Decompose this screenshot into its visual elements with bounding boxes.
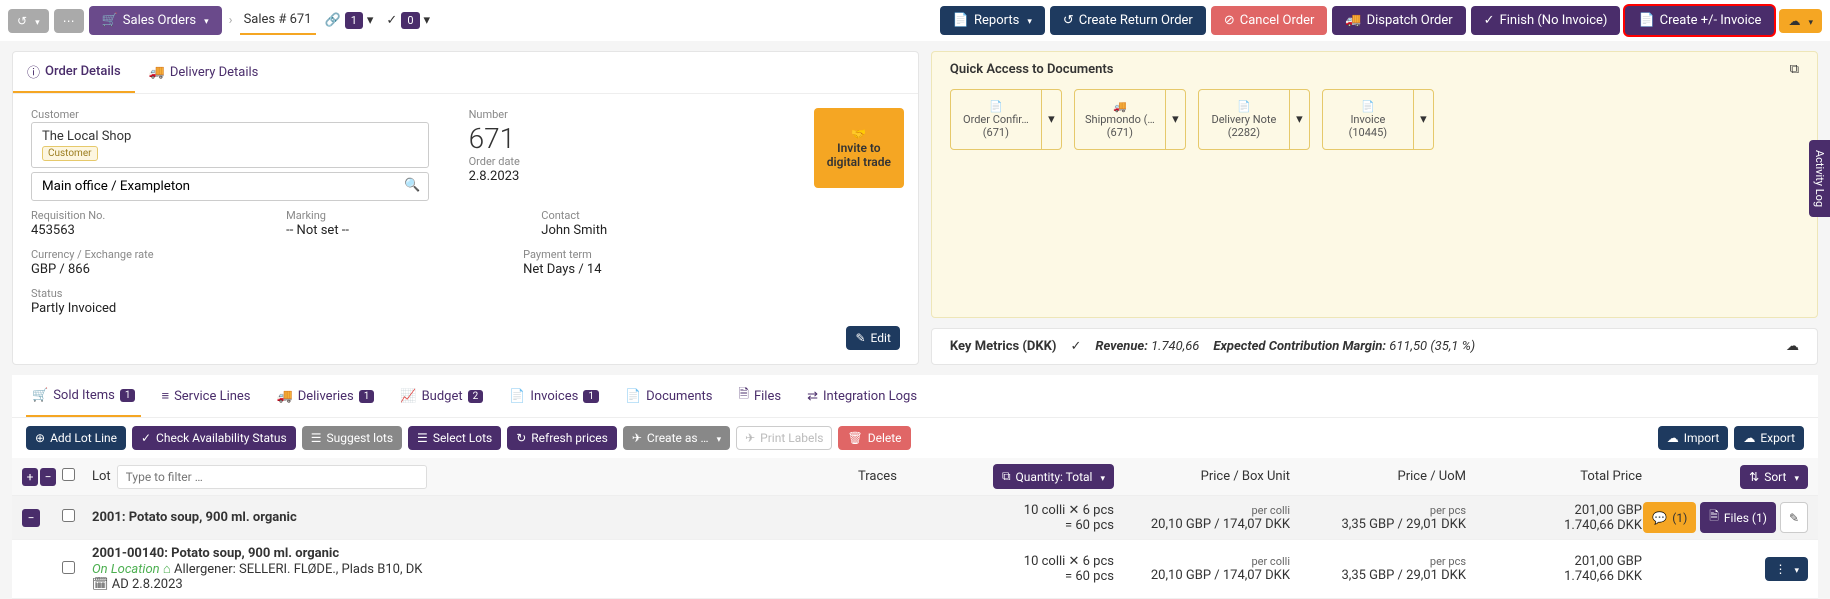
doc-card-dd[interactable]: ▾: [1413, 90, 1433, 149]
handshake-icon: 🤝: [851, 127, 866, 141]
tab-budget[interactable]: 📈 Budget 2: [394, 375, 489, 417]
edit-button[interactable]: ✎ Edit: [846, 326, 899, 350]
doc-card-delivery-note[interactable]: 📄Delivery Note(2282) ▾: [1198, 89, 1310, 150]
lot-title: 2001: Potato soup, 900 ml. organic: [92, 510, 297, 525]
customer-label: Customer: [31, 108, 429, 121]
import-button[interactable]: ☁ Import: [1658, 426, 1729, 450]
doc-card-order-confirm[interactable]: 📄Order Confir…(671) ▾: [950, 89, 1062, 150]
lot-filter-input[interactable]: [117, 465, 427, 489]
col-lot-label: Lot: [92, 469, 111, 484]
select-lots-button[interactable]: ☰ Select Lots: [408, 426, 501, 450]
key-metrics: Key Metrics (DKK) ✓ Revenue: 1.740,66 Ex…: [931, 328, 1818, 365]
col-traces-label: Traces: [858, 469, 978, 484]
row-menu-button[interactable]: ⋮: [1765, 557, 1808, 581]
row-checkbox[interactable]: [62, 509, 75, 522]
row-edit-button[interactable]: ✎: [1780, 502, 1808, 533]
reports-button[interactable]: 📄 Reports: [940, 6, 1045, 35]
check-pill-group[interactable]: ✓ 0 ▾: [382, 6, 434, 35]
tab-delivery-details[interactable]: 🚚 Delivery Details: [135, 52, 273, 93]
col-total-label: Total Price: [1472, 469, 1642, 484]
breadcrumb-sep: ›: [229, 13, 233, 28]
history-dd[interactable]: ⋯: [54, 9, 84, 33]
doc-icon: 📄: [955, 100, 1037, 113]
cloud-icon[interactable]: ☁: [1786, 339, 1799, 354]
activity-log-tab[interactable]: Activity Log: [1809, 140, 1830, 217]
table-row: 2001-00140: Potato soup, 900 ml. organic…: [12, 540, 1818, 599]
row-chat-button[interactable]: 💬 (1): [1643, 502, 1696, 533]
customer-sub-input[interactable]: [31, 172, 429, 201]
order-number: 671: [469, 122, 800, 155]
on-location-label: On Location: [92, 562, 160, 577]
order-status: Partly Invoiced: [31, 301, 900, 316]
create-return-button[interactable]: ↺ Create Return Order: [1050, 6, 1206, 35]
cancel-order-button[interactable]: ⊘ Cancel Order: [1211, 6, 1328, 35]
lot-title: 2001-00140: Potato soup, 900 ml. organic: [92, 546, 339, 561]
customer-box[interactable]: The Local Shop Customer: [31, 122, 429, 168]
link-pill-group[interactable]: 🔗 1 ▾: [321, 6, 378, 35]
breadcrumb-sales-orders[interactable]: 🛒 Sales Orders: [89, 6, 222, 35]
dispatch-order-button[interactable]: 🚚 Dispatch Order: [1332, 6, 1465, 35]
delete-button[interactable]: 🗑 Delete: [838, 426, 910, 450]
tab-order-details[interactable]: ⓘ Order Details: [13, 52, 135, 93]
calendar-icon: 🗓: [92, 577, 109, 592]
truck-icon: 🚚: [149, 65, 165, 80]
check-icon: ✓: [1070, 339, 1081, 354]
history-button[interactable]: ↺: [8, 9, 49, 33]
expand-icon[interactable]: ⧉: [1790, 62, 1799, 77]
add-lot-button[interactable]: ⊕ Add Lot Line: [26, 426, 126, 450]
expand-all-button[interactable]: +: [22, 468, 38, 486]
search-icon[interactable]: 🔍: [404, 178, 420, 193]
quantity-toggle-button[interactable]: ⧉ Quantity: Total: [993, 464, 1114, 489]
doc-card-dd[interactable]: ▾: [1041, 90, 1061, 149]
cloud-button[interactable]: ☁: [1779, 9, 1822, 33]
table-row: − 2001: Potato soup, 900 ml. organic 10 …: [12, 496, 1818, 540]
quick-access-title: Quick Access to Documents: [950, 62, 1114, 77]
truck-icon: 🚚: [1079, 100, 1161, 113]
row-collapse-button[interactable]: −: [22, 509, 40, 527]
row-files-button[interactable]: 🗎 Files (1): [1700, 502, 1776, 533]
check-availability-button[interactable]: ✓ Check Availability Status: [132, 426, 296, 450]
tab-documents[interactable]: 📄 Documents: [619, 375, 719, 417]
doc-icon: 📄: [1203, 100, 1285, 113]
print-labels-button[interactable]: ✈ Print Labels: [736, 426, 832, 450]
tab-sold-items[interactable]: 🛒 Sold Items 1: [26, 375, 141, 417]
doc-card-dd[interactable]: ▾: [1165, 90, 1185, 149]
tab-service-lines[interactable]: ≡ Service Lines: [155, 375, 256, 417]
col-price-uom-label: Price / UoM: [1296, 469, 1466, 484]
tab-deliveries[interactable]: 🚚 Deliveries 1: [271, 375, 381, 417]
col-price-box-label: Price / Box Unit: [1120, 469, 1290, 484]
doc-card-invoice[interactable]: 📄Invoice(10445) ▾: [1322, 89, 1434, 150]
invite-digital-trade[interactable]: 🤝 Invite to digital trade: [814, 108, 904, 188]
sort-button[interactable]: ⇅ Sort: [1740, 465, 1808, 489]
tab-files[interactable]: 🗎 Files: [733, 375, 788, 417]
create-invoice-button[interactable]: 📄 Create +/- Invoice: [1625, 6, 1774, 35]
finish-button[interactable]: ✓ Finish (No Invoice): [1471, 6, 1621, 35]
collapse-all-button[interactable]: −: [40, 468, 56, 486]
doc-card-dd[interactable]: ▾: [1289, 90, 1309, 149]
breadcrumb-current[interactable]: Sales # 671: [240, 6, 316, 35]
order-date: 2.8.2023: [469, 169, 800, 184]
select-all-checkbox[interactable]: [62, 468, 75, 481]
row-checkbox[interactable]: [62, 561, 75, 574]
export-button[interactable]: ☁ Export: [1734, 426, 1804, 450]
refresh-prices-button[interactable]: ↻ Refresh prices: [507, 426, 617, 450]
doc-icon: 📄: [1327, 100, 1409, 113]
tab-integration-logs[interactable]: ⇄ Integration Logs: [801, 375, 923, 417]
doc-card-shipmondo[interactable]: 🚚Shipmondo (…(671) ▾: [1074, 89, 1186, 150]
tab-invoices[interactable]: 📄 Invoices 1: [503, 375, 605, 417]
cart-icon: 🛒: [102, 13, 118, 28]
suggest-lots-button[interactable]: ☰ Suggest lots: [302, 426, 402, 450]
create-as-button[interactable]: ✈ Create as …: [623, 426, 730, 450]
info-icon: ⓘ: [27, 62, 40, 81]
warehouse-icon: ⌂: [163, 562, 171, 577]
